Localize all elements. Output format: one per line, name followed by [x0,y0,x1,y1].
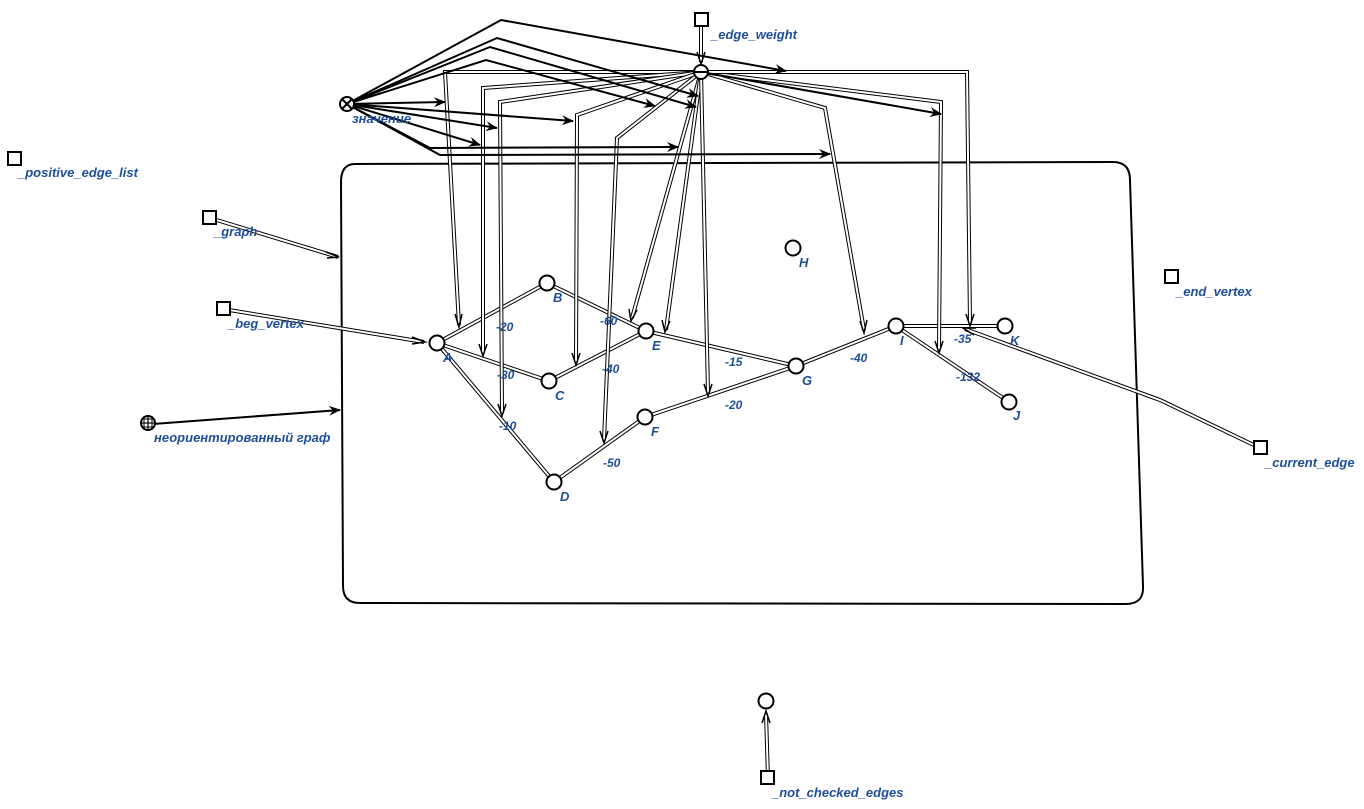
identifier-labels: _edge_weight значение _positive_edge_lis… [17,27,1355,800]
positive-edge-list-label: _positive_edge_list [17,165,139,180]
vertex-j[interactable] [1000,393,1018,411]
weight-df: -50 [603,456,621,470]
vertex-e[interactable] [637,322,655,340]
vertex-g[interactable] [787,357,805,375]
graph-var-node[interactable] [202,210,217,225]
beg-vertex-var-node[interactable] [216,301,231,316]
edge-weight-label: _edge_weight [710,27,798,42]
vertex-label-g: G [802,373,812,388]
vertex-label-f: F [651,424,660,439]
vertex-a[interactable] [428,334,446,352]
graph-label: _graph [213,224,257,239]
weight-ce: -40 [602,362,620,376]
vertex-label-a: A [442,350,452,365]
access-arcs [209,20,1261,779]
vertex-h[interactable] [784,239,802,257]
vertex-c[interactable] [540,372,558,390]
graph-contour [339,160,1145,606]
vertex-f[interactable] [636,408,654,426]
weight-gi: -40 [850,351,868,365]
weight-fg: -20 [725,398,743,412]
end-vertex-var-node[interactable] [1164,269,1179,284]
vertex-label-d: D [560,489,570,504]
weight-ad: -10 [499,419,517,433]
vertex-label-i: I [900,333,904,348]
not-checked-edges-label: _not_checked_edges [771,785,904,800]
undirected-graph-label: неориентированный граф [154,430,331,445]
current-edge-label: _current_edge [1264,455,1355,470]
graph-edges [435,281,1011,484]
undirected-graph-concept-node[interactable] [140,415,156,431]
vertex-label-h: H [799,255,809,270]
weight-labels: -20 -30 -10 -60 -40 -50 -15 -20 -40 -35 … [496,314,980,470]
vertex-labels: A B C D E F G H I J K [442,255,1021,504]
end-vertex-label: _end_vertex [1175,284,1253,299]
vertex-label-k: K [1010,333,1021,348]
vertex-label-b: B [553,290,562,305]
vertex-b[interactable] [538,274,556,292]
vertex-k[interactable] [996,317,1014,335]
weight-ab: -20 [496,320,514,334]
vertex-d[interactable] [545,473,563,491]
vertex-label-c: C [555,388,565,403]
value-class-node[interactable] [339,96,355,112]
vertex-i[interactable] [887,317,905,335]
graph-vertices [428,239,1018,710]
value-arcs [152,18,942,425]
unnamed-node[interactable] [757,692,775,710]
weight-ij: -132 [956,370,980,384]
edge-weight-relation-node[interactable] [693,64,709,80]
weight-ik: -35 [954,332,972,346]
edge-weight-var-node[interactable] [694,12,709,27]
vertex-label-e: E [652,338,661,353]
weight-be: -60 [600,314,618,328]
value-label: значение [352,111,411,126]
weight-ac: -30 [497,368,515,382]
beg-vertex-label: _beg_vertex [227,316,305,331]
current-edge-var-node[interactable] [1253,440,1268,455]
variable-nodes [7,12,1268,785]
not-checked-edges-var-node[interactable] [760,770,775,785]
access-arrowheads [325,51,976,724]
positive-edge-list-var-node[interactable] [7,151,22,166]
vertex-label-j: J [1013,408,1021,423]
weight-eg: -15 [725,355,743,369]
